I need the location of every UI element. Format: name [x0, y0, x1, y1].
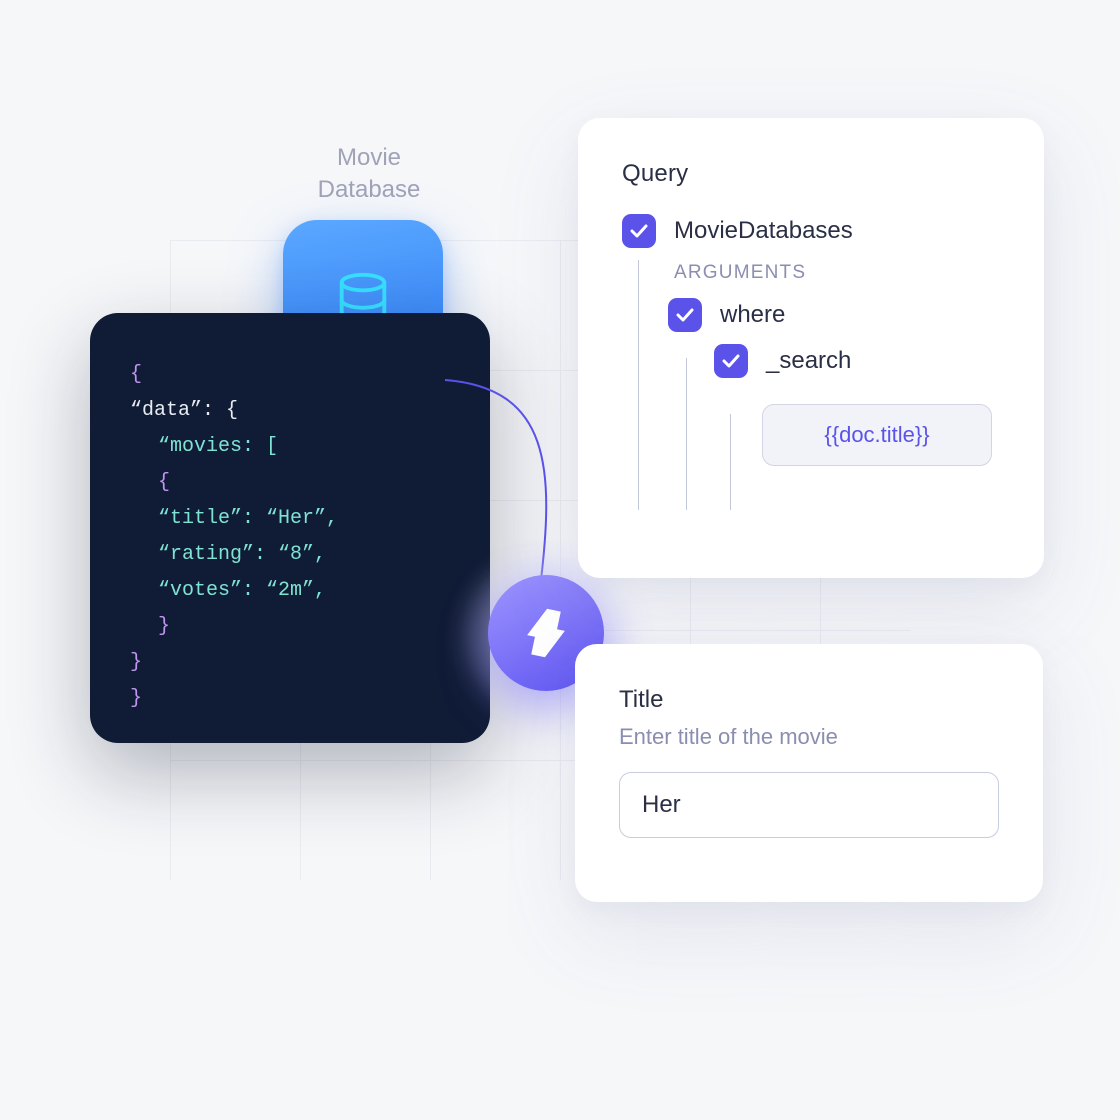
query-title: Query: [622, 160, 1000, 188]
title-card-title: Title: [619, 686, 999, 714]
title-input[interactable]: [619, 772, 999, 838]
code-card: {“data”: {“movies: [{“title”: “Her”,“rat…: [90, 313, 490, 743]
title-card: Title Enter title of the movie: [575, 644, 1043, 902]
template-pill-text: {{doc.title}}: [824, 422, 929, 448]
checkbox-icon[interactable]: [622, 214, 656, 248]
database-label: Movie Database: [284, 142, 454, 207]
query-item-label: _search: [766, 347, 851, 375]
query-item-where[interactable]: where: [668, 298, 1000, 332]
checkbox-icon[interactable]: [668, 298, 702, 332]
tree-line: [638, 260, 639, 510]
database-label-line1: Movie: [337, 144, 401, 171]
query-card: Query MovieDatabases ARGUMENTS where _se…: [578, 118, 1044, 578]
query-item-search[interactable]: _search: [714, 344, 1000, 378]
tree-line: [686, 358, 687, 510]
tree-line: [730, 414, 731, 510]
query-item-label: where: [720, 301, 785, 329]
database-label-line2: Database: [318, 176, 421, 203]
checkbox-icon[interactable]: [714, 344, 748, 378]
title-card-help: Enter title of the movie: [619, 724, 999, 750]
query-item-moviedatabases[interactable]: MovieDatabases: [622, 214, 1000, 248]
template-pill[interactable]: {{doc.title}}: [762, 404, 992, 466]
query-item-label: MovieDatabases: [674, 217, 853, 245]
logo-glyph-icon: [524, 607, 568, 659]
arguments-header: ARGUMENTS: [674, 262, 1000, 284]
